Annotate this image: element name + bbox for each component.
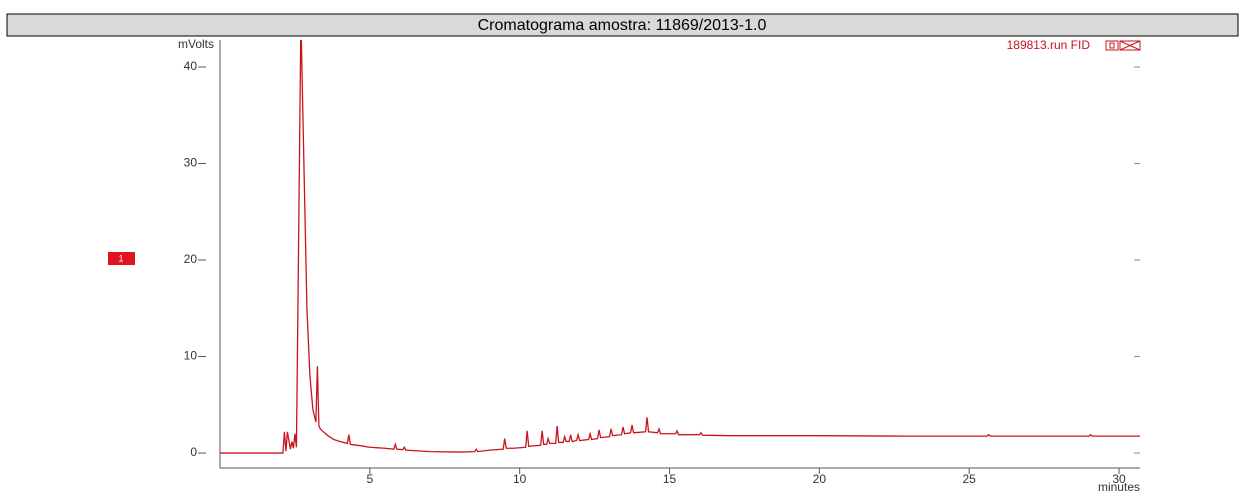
chart-title: Cromatograma amostra: 11869/2013-1.0 xyxy=(478,17,767,34)
x-tick-label: 25 xyxy=(963,472,977,486)
run-label: 189813.run FID xyxy=(1007,38,1091,52)
y-tick-label: 40 xyxy=(184,59,198,73)
peak-marker-box xyxy=(108,252,135,265)
plot-area xyxy=(220,40,1140,454)
x-tick-label: 15 xyxy=(663,472,677,486)
title-bar xyxy=(6,13,1239,37)
y-axis-label: mVolts xyxy=(178,37,214,51)
y-tick-label: 30 xyxy=(184,156,198,170)
x-tick-label: 5 xyxy=(366,472,373,486)
x-axis-label: minutes xyxy=(1098,480,1140,493)
chromatogram-line xyxy=(220,40,1140,454)
y-tick-label: 20 xyxy=(184,252,198,266)
x-tick-label: 20 xyxy=(813,472,827,486)
x-tick-label: 30 xyxy=(1112,472,1126,486)
window-icons xyxy=(1105,40,1141,51)
peak-marker: 1 xyxy=(118,253,123,263)
y-tick-label: 10 xyxy=(184,349,198,363)
y-tick-label: 0 xyxy=(190,445,197,459)
x-tick-label: 10 xyxy=(513,472,527,486)
